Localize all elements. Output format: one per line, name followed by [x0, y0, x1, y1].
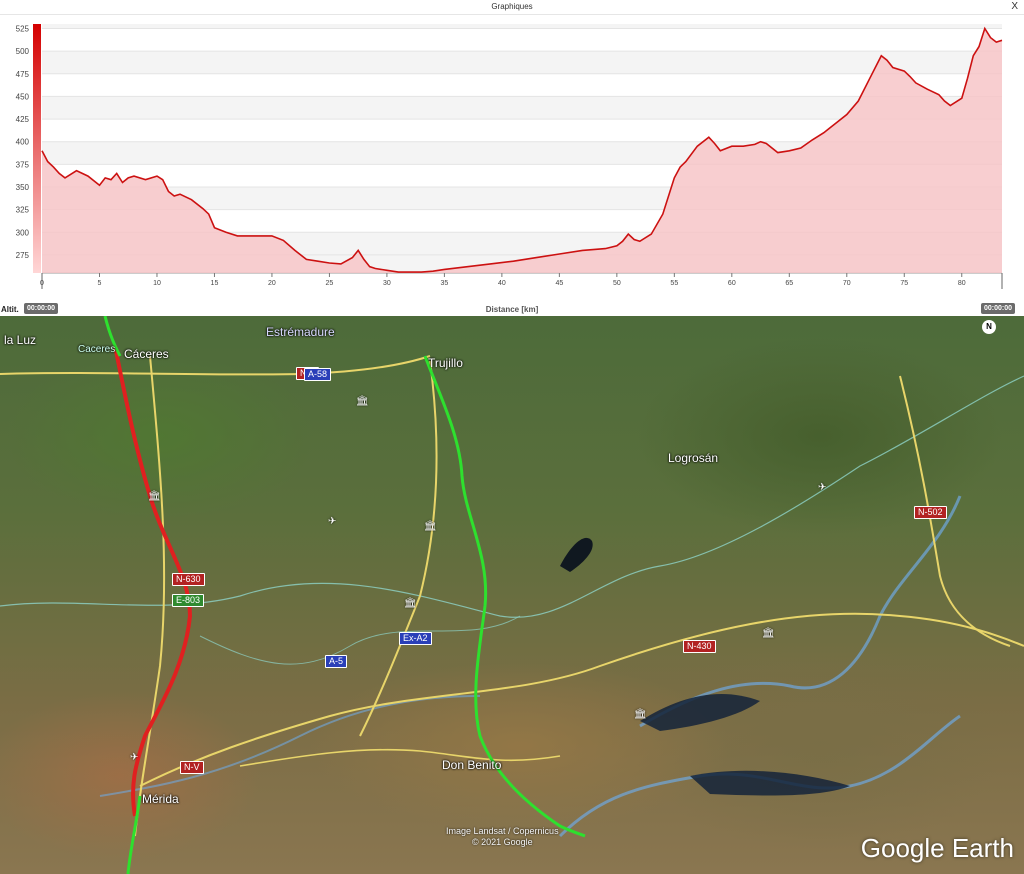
elevation-chart-svg: 2753003253503754004254504755005250510152… — [16, 24, 1003, 289]
credit-line-1: Image Landsat / Copernicus — [446, 826, 559, 836]
road-shield-a58: A-58 — [304, 368, 332, 381]
y-tick-label: 400 — [16, 138, 30, 147]
road-shield-nv: N-V — [180, 761, 204, 774]
place-trujillo: Trujillo — [428, 356, 463, 370]
y-tick-label: 300 — [16, 228, 30, 237]
x-tick-label: 80 — [958, 280, 966, 287]
altitude-color-scale — [33, 24, 41, 273]
grid-band — [42, 73, 1002, 97]
y-tick-label: 325 — [16, 206, 30, 215]
x-tick-label: 35 — [440, 280, 448, 287]
x-tick-label: 70 — [843, 280, 851, 287]
x-tick-label: 50 — [613, 280, 621, 287]
museum-icon: 🏛 — [424, 521, 437, 532]
window-title: Graphiques — [491, 2, 533, 11]
elevation-profile-chart: 2753003253503754004254504755005250510152… — [0, 15, 1024, 316]
credit-line-2: © 2021 Google — [471, 837, 533, 847]
y-tick-label: 425 — [16, 115, 30, 124]
grid-band — [42, 119, 1002, 142]
x-axis-label: Distance [km] — [485, 305, 539, 314]
grid-band — [42, 96, 1002, 120]
road-shield-n630: N-630 — [172, 573, 205, 586]
place-caceres-small: Caceres — [78, 344, 116, 355]
window-titlebar: Graphiques X — [0, 0, 1024, 15]
x-tick-label: 45 — [555, 280, 563, 287]
airport-icon: ✈ — [328, 516, 337, 527]
series-line-0 — [41, 26, 1003, 273]
museum-icon: 🏛 — [762, 628, 775, 639]
close-button[interactable]: X — [1011, 1, 1018, 12]
y-tick-label: 525 — [16, 25, 30, 34]
x-tick-label: 15 — [211, 280, 219, 287]
x-tick-label: 75 — [900, 280, 908, 287]
time-end-badge[interactable]: 00:00:00 — [981, 303, 1016, 314]
airport-icon: ✈ — [130, 752, 139, 763]
museum-icon: 🏛 — [148, 491, 161, 502]
road-shield-n430: N-430 — [683, 640, 716, 653]
road-shield-exa2: Ex-A2 — [399, 632, 432, 645]
museum-icon: 🏛 — [356, 396, 369, 407]
time-start-badge[interactable]: 00:00:00 — [24, 303, 59, 314]
grid-band — [42, 24, 1002, 29]
place-merida: Mérida — [142, 792, 179, 806]
region-label: Estrémadure — [266, 325, 335, 339]
y-tick-label: 275 — [16, 251, 30, 260]
y-tick-label: 375 — [16, 160, 30, 169]
place-don-benito: Don Benito — [442, 758, 502, 772]
map-overlay — [0, 316, 1024, 874]
x-tick-label: 5 — [98, 280, 102, 287]
y-tick-label: 350 — [16, 183, 30, 192]
x-tick-label: 65 — [785, 280, 793, 287]
satellite-map[interactable]: N Estrémadure la Luz Caceres Cáceres Tru… — [0, 316, 1024, 874]
y-axis-label: Altit. — [1, 305, 19, 314]
series-area-0 — [42, 28, 1002, 273]
place-logrosan: Logrosán — [668, 451, 719, 465]
y-tick-label: 500 — [16, 47, 30, 56]
x-tick-label: 55 — [670, 280, 678, 287]
x-tick-label: 20 — [268, 280, 276, 287]
grid-band — [42, 28, 1002, 52]
grid-band — [42, 51, 1002, 74]
museum-icon: 🏛 — [634, 709, 647, 720]
road-shield-a5: A-5 — [325, 655, 348, 668]
x-tick-label: 25 — [326, 280, 334, 287]
road-shield-e803: E-803 — [172, 594, 205, 607]
place-la-luz: la Luz — [4, 333, 37, 347]
museum-icon: 🏛 — [404, 598, 417, 609]
x-tick-label: 30 — [383, 280, 391, 287]
road-shield-n502: N-502 — [914, 506, 947, 519]
place-caceres: Cáceres — [124, 347, 169, 361]
x-tick-label: 60 — [728, 280, 736, 287]
x-tick-label: 40 — [498, 280, 506, 287]
compass-north-icon[interactable]: N — [982, 320, 996, 334]
google-earth-logo: Google Earth — [860, 833, 1014, 863]
image-credit: Image Landsat / Copernicus © 2021 Google — [446, 826, 559, 848]
y-tick-label: 475 — [16, 70, 30, 79]
y-tick-label: 450 — [16, 92, 30, 101]
airport-icon: ✈ — [818, 482, 827, 493]
x-tick-label: 10 — [153, 280, 161, 287]
